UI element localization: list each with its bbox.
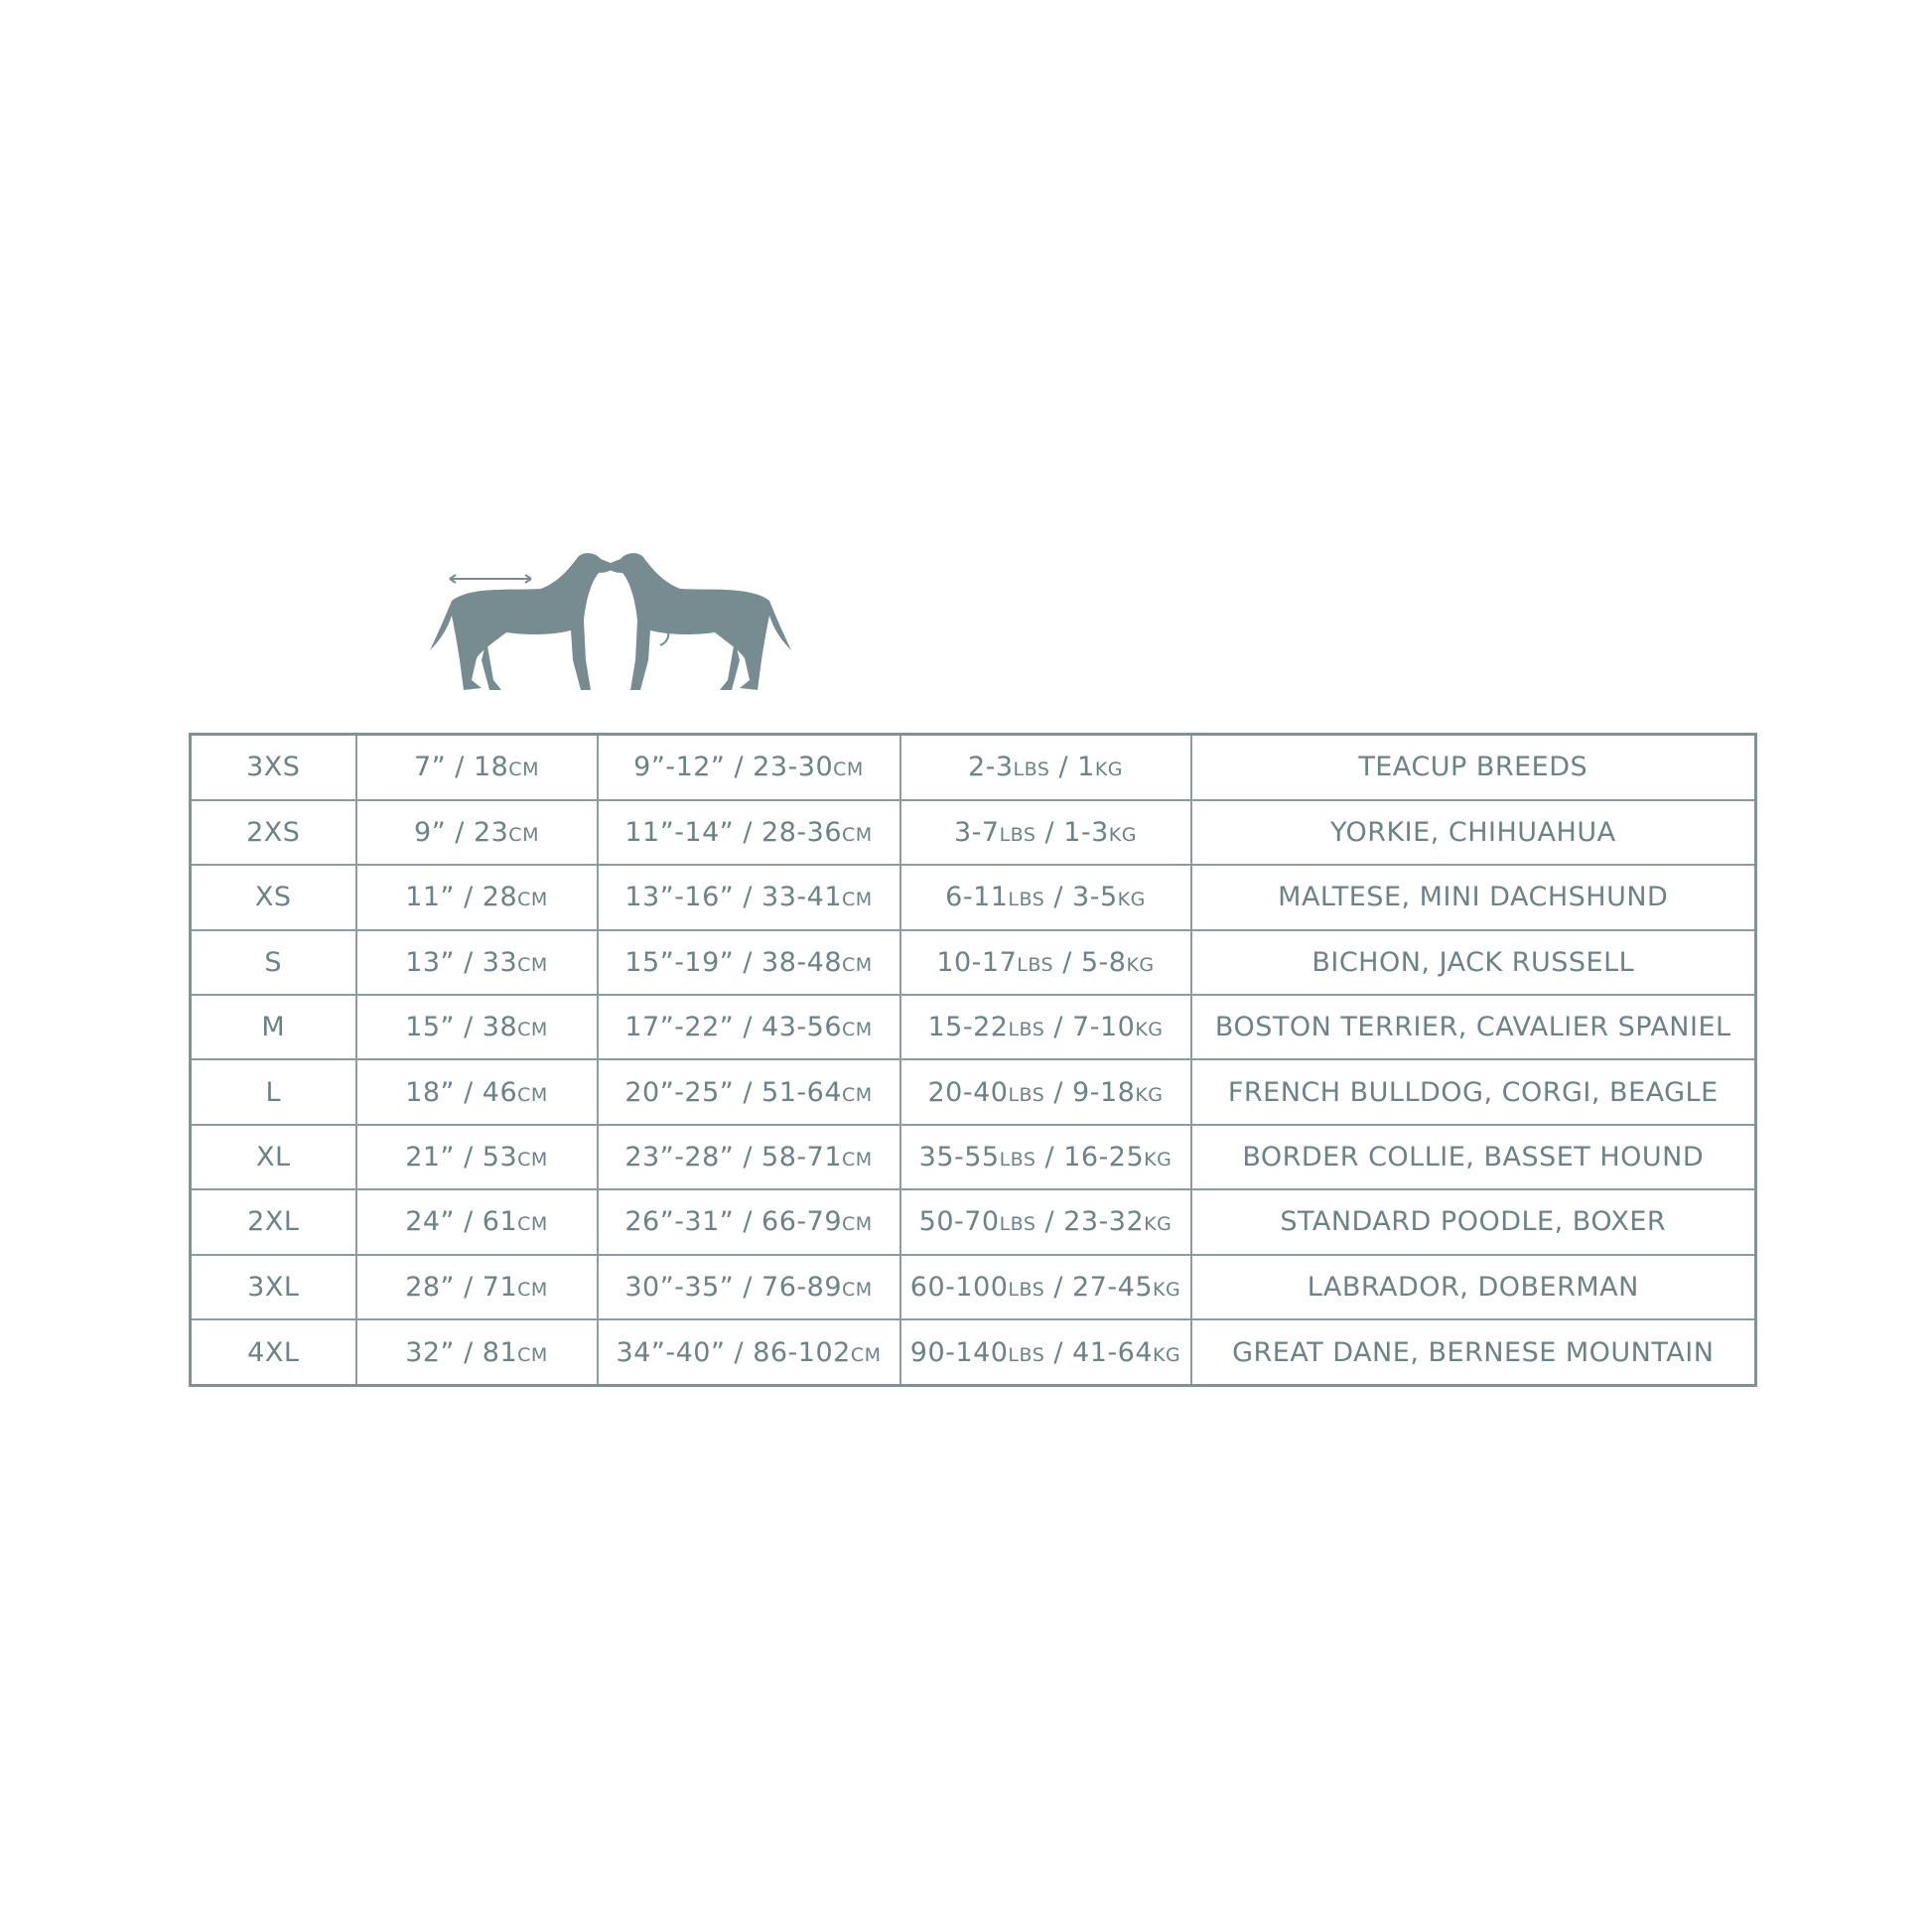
cell-girth: 13”-16” / 33-41cm [596,864,901,931]
cell-breeds: BORDER COLLIE, BASSET HOUND [1189,1123,1757,1191]
cell-breeds: YORKIE, CHIHUAHUA [1189,798,1757,867]
cell-breeds: TEACUP BREEDS [1189,733,1757,801]
cell-breeds: BICHON, JACK RUSSELL [1189,928,1757,997]
cell-weight: 6-11lbs / 3-5kg [898,864,1192,931]
cell-back: 15” / 38cm [354,994,599,1061]
cell-weight: 50-70lbs / 23-32kg [898,1188,1192,1256]
cell-back: 13” / 33cm [354,928,599,997]
cell-breeds: BOSTON TERRIER, CAVALIER SPANIEL [1189,994,1757,1061]
table-row: 2XS 9” / 23cm 11”-14” / 28-36cm 3-7lbs / 1-… [189,798,1757,867]
cell-size: 2XS [189,798,357,867]
cell-weight: 60-100lbs / 27-45kg [898,1253,1192,1321]
back-length-arrow-icon [449,574,532,584]
cell-back: 18” / 46cm [354,1058,599,1126]
cell-back: 7” / 18cm [354,733,599,801]
size-chart-table: 3XS 7” / 18cm 9”-12” / 23-30cm 2-3lbs / 1kg… [189,733,1757,1387]
cell-back: 32” / 81cm [354,1318,599,1387]
cell-breeds: FRENCH BULLDOG, CORGI, BEAGLE [1189,1058,1757,1126]
cell-weight: 20-40lbs / 9-18kg [898,1058,1192,1126]
table-row: 3XL 28” / 71cm 30”-35” / 76-89cm 60-100lbs … [189,1253,1757,1321]
cell-girth: 30”-35” / 76-89cm [596,1253,901,1321]
cell-back: 21” / 53cm [354,1123,599,1191]
cell-size: 3XL [189,1253,357,1321]
table-row: M 15” / 38cm 17”-22” / 43-56cm 15-22lbs / 7… [189,994,1757,1061]
cell-back: 9” / 23cm [354,798,599,867]
cell-breeds: GREAT DANE, BERNESE MOUNTAIN [1189,1318,1757,1387]
cell-girth: 23”-28” / 58-71cm [596,1123,901,1191]
cell-size: M [189,994,357,1061]
table-row: 4XL 32” / 81cm 34”-40” / 86-102cm 90-140lbs… [189,1318,1757,1387]
cell-girth: 9”-12” / 23-30cm [596,733,901,801]
cell-breeds: LABRADOR, DOBERMAN [1189,1253,1757,1321]
cell-weight: 35-55lbs / 16-25kg [898,1123,1192,1191]
dog-back-length-icon [430,553,616,690]
cell-size: 3XS [189,733,357,801]
cell-girth: 11”-14” / 28-36cm [596,798,901,867]
cell-girth: 34”-40” / 86-102cm [596,1318,901,1387]
cell-breeds: STANDARD POODLE, BOXER [1189,1188,1757,1256]
cell-weight: 10-17lbs / 5-8kg [898,928,1192,997]
table-row: XL 21” / 53cm 23”-28” / 58-71cm 35-55lbs / … [189,1123,1757,1191]
table-row: L 18” / 46cm 20”-25” / 51-64cm 20-40lbs / 9… [189,1058,1757,1126]
cell-girth: 20”-25” / 51-64cm [596,1058,901,1126]
table-row: XS 11” / 28cm 13”-16” / 33-41cm 6-11lbs / 3… [189,864,1757,931]
cell-girth: 15”-19” / 38-48cm [596,928,901,997]
cell-size: XL [189,1123,357,1191]
cell-breeds: MALTESE, MINI DACHSHUND [1189,864,1757,931]
cell-size: L [189,1058,357,1126]
table-row: 2XL 24” / 61cm 26”-31” / 66-79cm 50-70lbs /… [189,1188,1757,1256]
cell-weight: 15-22lbs / 7-10kg [898,994,1192,1061]
cell-weight: 90-140lbs / 41-64kg [898,1318,1192,1387]
cell-back: 28” / 71cm [354,1253,599,1321]
cell-weight: 3-7lbs / 1-3kg [898,798,1192,867]
cell-girth: 17”-22” / 43-56cm [596,994,901,1061]
dog-chest-girth-icon [606,553,791,690]
table-row: S 13” / 33cm 15”-19” / 38-48cm 10-17lbs / 5… [189,928,1757,997]
dog-measurement-icons [430,553,791,690]
cell-size: 2XL [189,1188,357,1256]
cell-back: 24” / 61cm [354,1188,599,1256]
table-row: 3XS 7” / 18cm 9”-12” / 23-30cm 2-3lbs / 1kg… [189,733,1757,801]
cell-back: 11” / 28cm [354,864,599,931]
cell-girth: 26”-31” / 66-79cm [596,1188,901,1256]
chest-girth-arrow-icon [651,579,670,646]
cell-size: XS [189,864,357,931]
cell-size: S [189,928,357,997]
cell-size: 4XL [189,1318,357,1387]
cell-weight: 2-3lbs / 1kg [898,733,1192,801]
